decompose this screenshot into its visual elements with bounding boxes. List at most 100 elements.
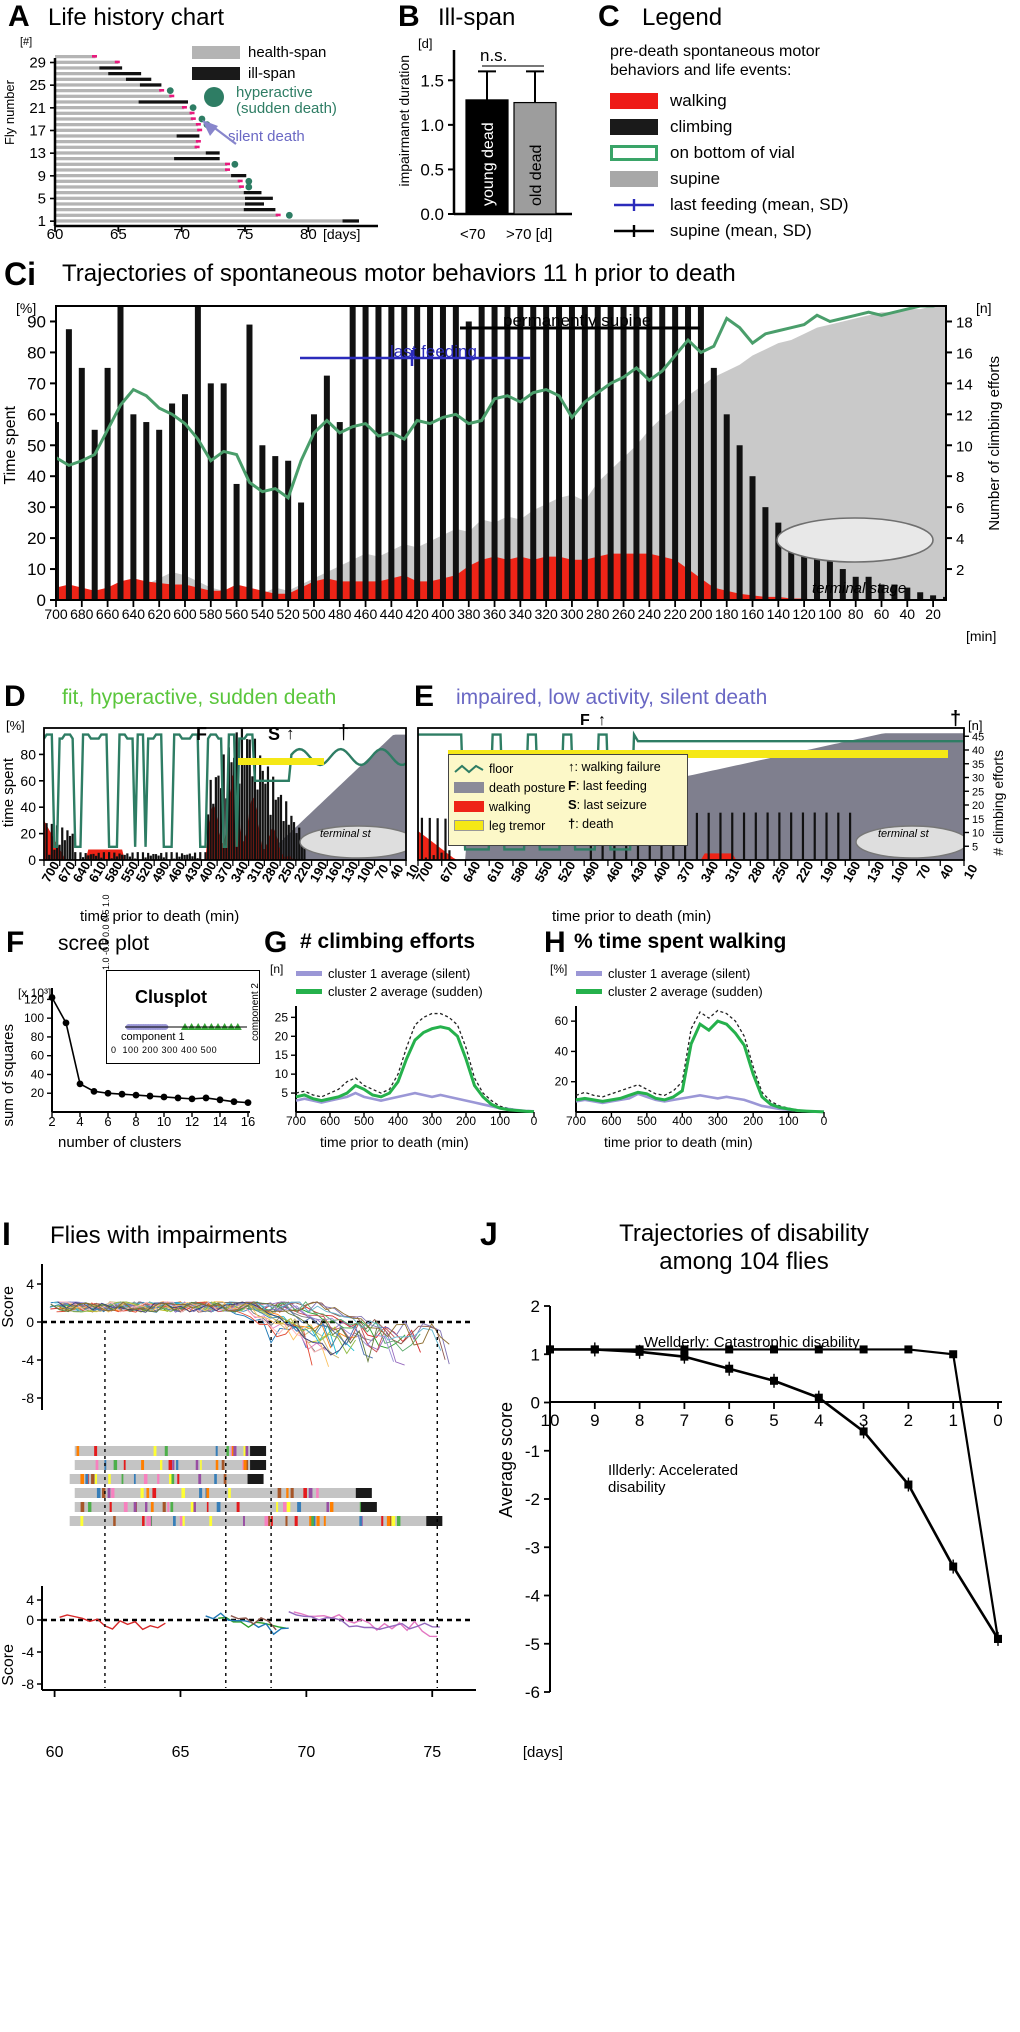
panel-h-xlabel: time prior to death (min) xyxy=(604,1134,753,1150)
svg-text:25: 25 xyxy=(29,77,46,94)
climbing-bar xyxy=(259,755,261,860)
impairment-end xyxy=(361,1502,377,1512)
impairment-event xyxy=(265,1516,269,1526)
climbing-bar xyxy=(243,759,245,860)
svg-text:80: 80 xyxy=(31,1030,45,1044)
panel-c-legend-row: walking xyxy=(610,88,849,114)
panel-j: J Trajectories of disability among 104 f… xyxy=(478,1212,1020,2032)
panel-ci-xtick: 120 xyxy=(790,606,818,622)
svg-text:18: 18 xyxy=(956,314,973,331)
impairment-event xyxy=(244,1460,247,1470)
svg-text:60: 60 xyxy=(20,773,36,789)
panel-ci-xlabels: 700 680 660 640 620 600 580 560 540 520 500 480 460 4… xyxy=(0,606,1020,646)
svg-text:0.5: 0.5 xyxy=(420,160,444,179)
panel-ci-xtick: 580 xyxy=(197,606,225,622)
panel-b-bar-label: young dead xyxy=(480,122,497,206)
climbing-bar xyxy=(288,825,290,860)
impairment-event xyxy=(80,1474,84,1484)
panel-f-xtick: 14 xyxy=(211,1114,229,1129)
panel-ci-xtick: 560 xyxy=(223,606,251,622)
ill-span-bar xyxy=(174,157,220,160)
impairment-end xyxy=(248,1474,264,1484)
impairment-event xyxy=(77,1446,80,1456)
health-span-bar xyxy=(55,202,245,205)
climbing-bar xyxy=(290,816,292,860)
panel-d-letter: D xyxy=(4,682,26,712)
svg-text:60: 60 xyxy=(27,405,46,424)
climbing-effort-bar xyxy=(337,422,343,600)
de-legend-label-floor: floor xyxy=(489,762,513,776)
svg-text:60: 60 xyxy=(31,1049,45,1063)
impairment-event xyxy=(285,1516,287,1526)
legend-swatch-0 xyxy=(610,93,658,109)
scree-point xyxy=(77,1080,84,1087)
impairment-band xyxy=(75,1488,372,1498)
panel-d-walking-failure-icon: ↑ xyxy=(286,724,295,744)
climbing-bar xyxy=(814,813,816,860)
impairment-event xyxy=(97,1488,101,1498)
panel-ci-chart: 9080706050403020100 18161412108642 xyxy=(0,300,1020,620)
climbing-effort-bar xyxy=(453,267,459,600)
panel-g-xlabel: time prior to death (min) xyxy=(320,1134,469,1150)
impairment-event xyxy=(228,1488,231,1498)
panel-j-xtick: 9 xyxy=(590,1411,599,1430)
svg-text:21: 21 xyxy=(29,100,46,117)
panel-ci-xtick: 80 xyxy=(842,606,870,622)
climbing-effort-bar xyxy=(762,507,768,600)
climbing-effort-bar xyxy=(311,414,317,600)
panel-b-bar-label: old dead xyxy=(528,145,545,206)
impairment-event xyxy=(182,1516,184,1526)
de-legend-label-posture: death posture xyxy=(489,781,565,795)
health-span-bar xyxy=(55,61,118,64)
climbing-effort-bar xyxy=(466,321,472,600)
panel-e-xlabel: time prior to death (min) xyxy=(552,908,711,925)
svg-text:10: 10 xyxy=(275,1067,289,1081)
ill-span-bar xyxy=(244,191,262,194)
panel-d: D fit, hyperactive, sudden death [%] tim… xyxy=(0,682,410,922)
svg-text:9: 9 xyxy=(38,168,46,185)
impairment-event xyxy=(287,1502,291,1512)
panel-i-xtick: 65 xyxy=(166,1744,194,1762)
panel-j-letter: J xyxy=(480,1216,498,1253)
panel-ci-xtick: 200 xyxy=(687,606,715,622)
impairment-event xyxy=(134,1502,137,1512)
h-legend-swatch-c1 xyxy=(576,971,602,976)
panel-a: A Life history chart Fly number [#] 29 25… xyxy=(0,0,392,252)
panel-de-legend: floor death posture walking leg tremor ↑… xyxy=(448,754,688,846)
panel-ci-ann-feeding: last feeding xyxy=(390,342,477,362)
impairment-event xyxy=(108,1488,111,1498)
svg-text:-4: -4 xyxy=(525,1587,540,1606)
svg-text:4: 4 xyxy=(26,1276,34,1292)
climbing-bar xyxy=(825,813,827,860)
svg-text:40: 40 xyxy=(27,467,46,486)
svg-text:8: 8 xyxy=(956,469,964,486)
impairment-event xyxy=(180,1516,182,1526)
panel-ci-xtick: 20 xyxy=(919,606,947,622)
health-span-bar xyxy=(55,95,172,98)
panel-d-marker-death: † xyxy=(338,722,349,745)
impairment-event xyxy=(295,1516,298,1526)
climbing-bar xyxy=(215,777,217,860)
scree-point xyxy=(203,1095,210,1102)
svg-text:13: 13 xyxy=(29,145,46,162)
panel-d-terminal-label: terminal st xyxy=(320,828,371,840)
panel-ci-ann-terminal: terminal stage xyxy=(812,580,906,597)
scree-point xyxy=(105,1090,112,1097)
impairment-event xyxy=(276,1502,278,1512)
panel-i-xtick: 75 xyxy=(418,1744,446,1762)
panel-j-xtick: 2 xyxy=(904,1411,913,1430)
impairment-event xyxy=(391,1516,395,1526)
climbing-bar xyxy=(440,853,442,860)
panel-f-letter: F xyxy=(6,928,24,958)
climbing-bar xyxy=(849,813,851,860)
climbing-bar xyxy=(264,784,266,860)
svg-text:120: 120 xyxy=(24,992,44,1006)
climbing-bar xyxy=(708,813,710,860)
panel-d-title: fit, hyperactive, sudden death xyxy=(62,686,336,710)
panel-j-xtick: 7 xyxy=(680,1411,689,1430)
panel-i-title: Flies with impairments xyxy=(50,1222,287,1250)
panel-ci-xtick: 680 xyxy=(68,606,96,622)
health-span-bar xyxy=(55,151,206,154)
impairment-event xyxy=(134,1474,136,1484)
scree-point xyxy=(189,1095,196,1102)
